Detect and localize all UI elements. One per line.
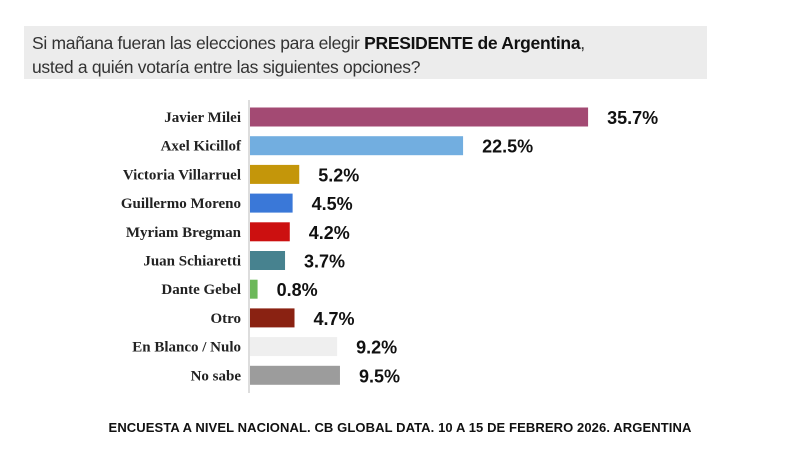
category-label: Myriam Bregman [126, 225, 242, 241]
data-label: 3.7% [304, 252, 345, 272]
category-label: Javier Milei [164, 110, 241, 126]
data-label: 22.5% [482, 137, 533, 157]
bar-chart: Javier Milei 35.7% Axel Kicillof 22.5% Victo… [121, 100, 658, 393]
bar [250, 308, 295, 328]
category-label: Juan Schiaretti [143, 254, 241, 270]
data-label: 9.2% [356, 338, 397, 358]
bar [250, 337, 338, 357]
source-footer: ENCUESTA A NIVEL NACIONAL. CB GLOBAL DAT… [108, 420, 692, 435]
data-label: 35.7% [607, 108, 658, 128]
category-label: En Blanco / Nulo [132, 340, 241, 356]
bar [250, 107, 589, 127]
title-bold: PRESIDENTE de Argentina [364, 33, 581, 53]
title-line2: usted a quién votaría entre las siguient… [32, 57, 421, 77]
data-label: 4.7% [314, 309, 355, 329]
bar [250, 251, 286, 270]
bar [250, 136, 464, 156]
category-label: Victoria Villarruel [123, 167, 241, 183]
bar [250, 365, 340, 385]
category-label: Axel Kicillof [161, 139, 242, 155]
data-label: 0.8% [277, 280, 318, 300]
bar [250, 164, 300, 184]
category-label: Guillermo Moreno [121, 196, 241, 212]
bar [250, 222, 290, 242]
title-text: Si mañana fueran las elecciones para ele… [32, 33, 365, 53]
bar [250, 279, 258, 299]
category-label: No sabe [191, 368, 242, 384]
title-comma: , [580, 33, 585, 53]
category-label: Dante Gebel [161, 282, 241, 298]
data-label: 4.2% [309, 223, 350, 243]
question-header: Si mañana fueran las elecciones para ele… [24, 26, 707, 79]
chart-title: Si mañana fueran las elecciones para ele… [32, 31, 585, 79]
data-label: 4.5% [312, 194, 353, 214]
category-label: Otro [210, 311, 241, 327]
data-label: 5.2% [318, 165, 359, 185]
bar [250, 193, 293, 213]
data-label: 9.5% [359, 366, 400, 386]
